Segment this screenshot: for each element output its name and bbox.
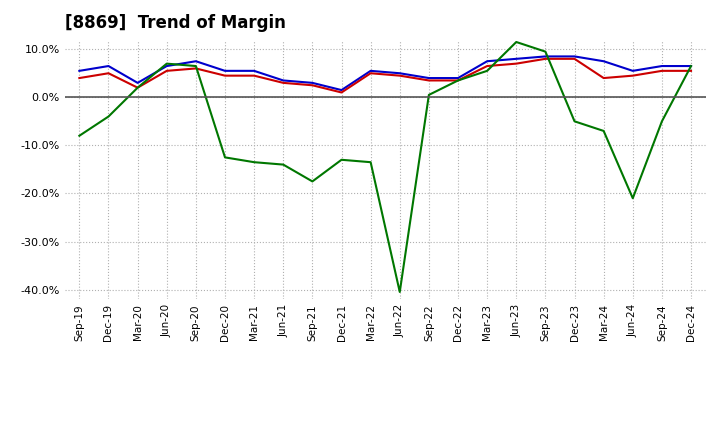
- Net Income: [599, 75, 608, 81]
- Operating Cashflow: [104, 114, 113, 119]
- Operating Cashflow: [337, 157, 346, 162]
- Operating Cashflow: [570, 119, 579, 124]
- Operating Cashflow: [657, 119, 666, 124]
- Operating Cashflow: [425, 92, 433, 98]
- Ordinary Income: [133, 80, 142, 85]
- Operating Cashflow: [220, 155, 229, 160]
- Net Income: [366, 70, 375, 76]
- Net Income: [570, 56, 579, 62]
- Operating Cashflow: [192, 63, 200, 69]
- Net Income: [192, 66, 200, 71]
- Ordinary Income: [657, 63, 666, 69]
- Ordinary Income: [366, 68, 375, 73]
- Operating Cashflow: [687, 63, 696, 69]
- Operating Cashflow: [308, 179, 317, 184]
- Ordinary Income: [629, 68, 637, 73]
- Ordinary Income: [454, 75, 462, 81]
- Ordinary Income: [192, 59, 200, 64]
- Net Income: [657, 68, 666, 73]
- Net Income: [308, 83, 317, 88]
- Ordinary Income: [250, 68, 258, 73]
- Ordinary Income: [687, 63, 696, 69]
- Net Income: [454, 78, 462, 83]
- Net Income: [104, 70, 113, 76]
- Line: Operating Cashflow: Operating Cashflow: [79, 42, 691, 292]
- Ordinary Income: [220, 68, 229, 73]
- Operating Cashflow: [75, 133, 84, 139]
- Net Income: [425, 78, 433, 83]
- Net Income: [512, 61, 521, 66]
- Ordinary Income: [483, 59, 492, 64]
- Line: Net Income: Net Income: [79, 59, 691, 92]
- Ordinary Income: [512, 56, 521, 62]
- Net Income: [337, 90, 346, 95]
- Net Income: [629, 73, 637, 78]
- Operating Cashflow: [541, 49, 550, 54]
- Operating Cashflow: [454, 78, 462, 83]
- Ordinary Income: [541, 54, 550, 59]
- Ordinary Income: [75, 68, 84, 73]
- Net Income: [163, 68, 171, 73]
- Net Income: [250, 73, 258, 78]
- Net Income: [541, 56, 550, 62]
- Operating Cashflow: [512, 39, 521, 44]
- Net Income: [133, 85, 142, 90]
- Ordinary Income: [599, 59, 608, 64]
- Ordinary Income: [308, 80, 317, 85]
- Ordinary Income: [337, 88, 346, 93]
- Ordinary Income: [163, 63, 171, 69]
- Ordinary Income: [395, 70, 404, 76]
- Operating Cashflow: [599, 128, 608, 134]
- Operating Cashflow: [250, 160, 258, 165]
- Operating Cashflow: [483, 68, 492, 73]
- Line: Ordinary Income: Ordinary Income: [79, 56, 691, 90]
- Ordinary Income: [570, 54, 579, 59]
- Net Income: [483, 63, 492, 69]
- Ordinary Income: [104, 63, 113, 69]
- Ordinary Income: [425, 75, 433, 81]
- Operating Cashflow: [279, 162, 287, 167]
- Net Income: [279, 80, 287, 85]
- Net Income: [687, 68, 696, 73]
- Ordinary Income: [279, 78, 287, 83]
- Operating Cashflow: [629, 196, 637, 201]
- Operating Cashflow: [395, 290, 404, 295]
- Operating Cashflow: [366, 160, 375, 165]
- Net Income: [395, 73, 404, 78]
- Net Income: [220, 73, 229, 78]
- Text: [8869]  Trend of Margin: [8869] Trend of Margin: [65, 15, 286, 33]
- Net Income: [75, 75, 84, 81]
- Operating Cashflow: [133, 85, 142, 90]
- Operating Cashflow: [163, 61, 171, 66]
